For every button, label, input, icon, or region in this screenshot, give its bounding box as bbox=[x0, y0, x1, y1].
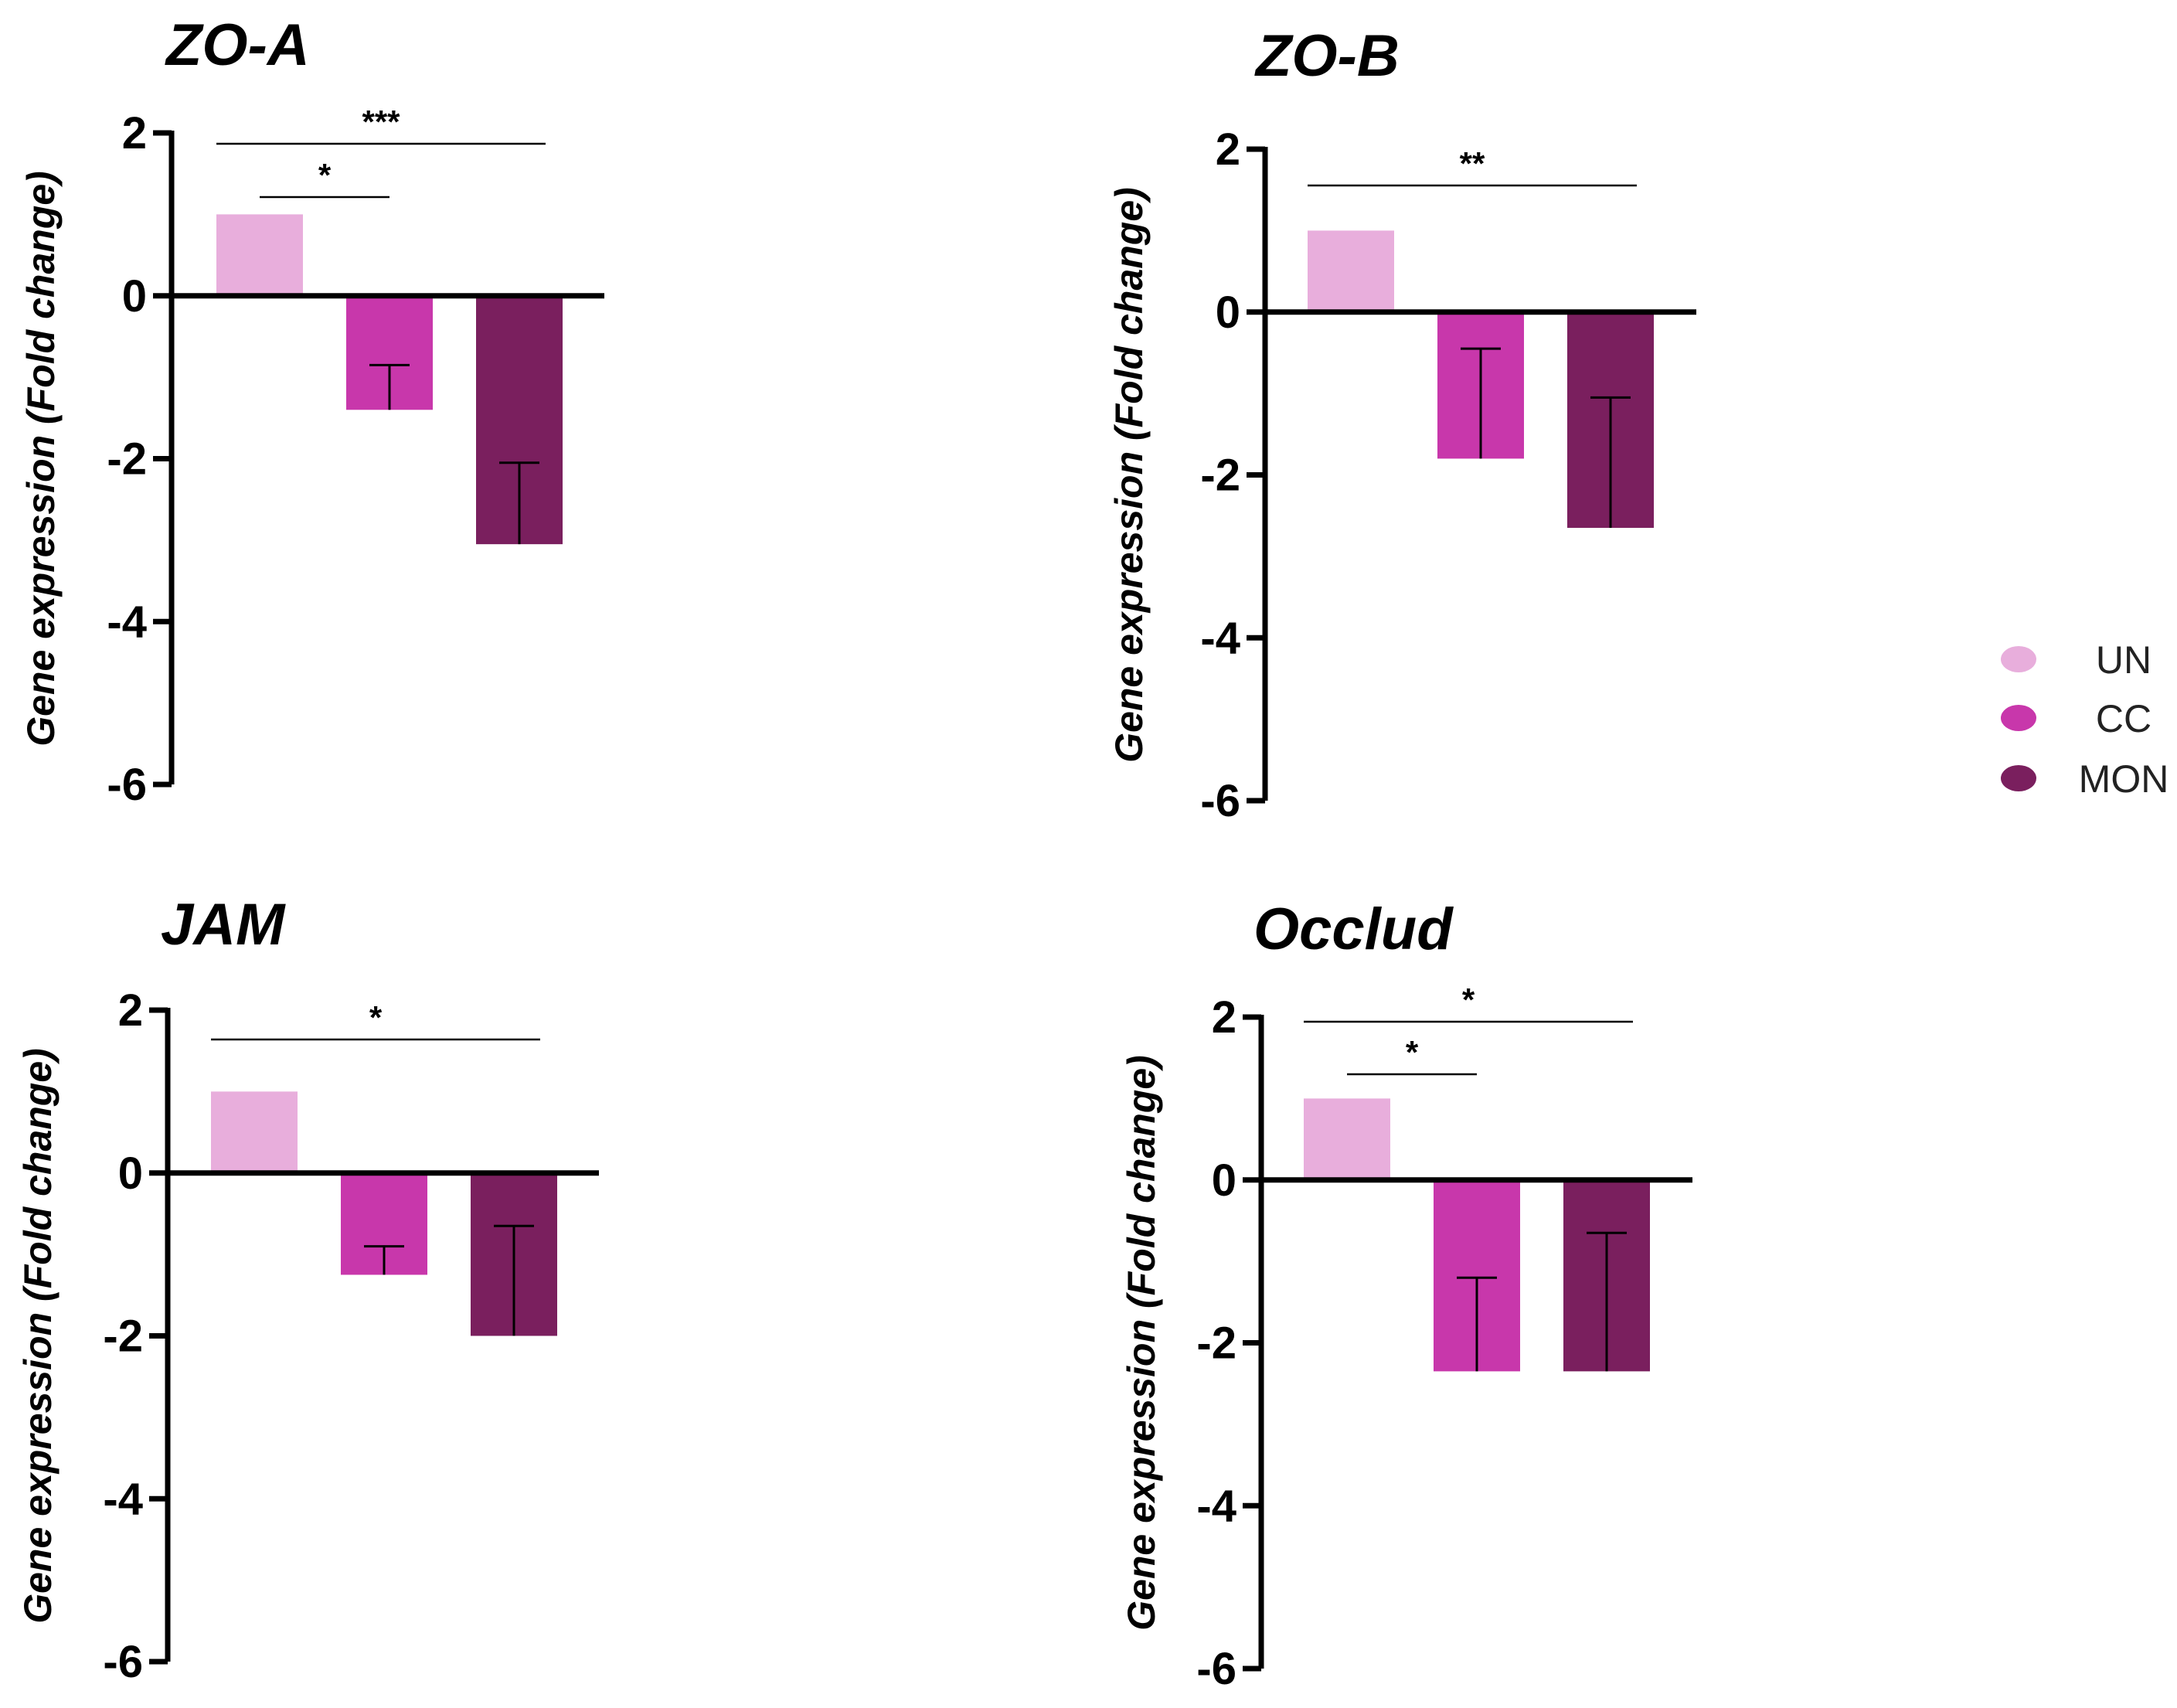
bar-un bbox=[1308, 230, 1394, 312]
y-tick-label: 0 bbox=[118, 1148, 143, 1199]
y-tick-label: -2 bbox=[1200, 451, 1240, 501]
legend-item-un: UN bbox=[2001, 638, 2151, 682]
y-tick-label: -4 bbox=[1196, 1481, 1236, 1531]
chart-panels: ZO-A Gene expression (Fold change) 2 0 -2 -4 -… bbox=[16, 12, 1696, 1694]
legend-swatch bbox=[2001, 765, 2036, 791]
legend-swatch bbox=[2001, 705, 2036, 731]
y-tick-label: 0 bbox=[1216, 288, 1240, 338]
significance-label: * bbox=[318, 157, 332, 193]
y-tick-label: -2 bbox=[103, 1312, 143, 1362]
chart-title: JAM bbox=[161, 892, 286, 958]
bar-un bbox=[211, 1091, 298, 1173]
y-tick-label: -2 bbox=[107, 434, 147, 485]
significance-label: * bbox=[1462, 982, 1475, 1018]
significance-label: ** bbox=[1460, 145, 1485, 182]
significance-label: * bbox=[369, 999, 383, 1036]
legend-item-cc: CC bbox=[2001, 697, 2151, 740]
legend-label: UN bbox=[2096, 638, 2151, 682]
y-tick-label: -6 bbox=[103, 1637, 143, 1687]
y-axis-label: Gene expression (Fold change) bbox=[1107, 187, 1151, 763]
y-tick-label: 2 bbox=[118, 985, 143, 1036]
legend-swatch bbox=[2001, 646, 2036, 672]
significance-label: *** bbox=[362, 104, 400, 140]
chart-panel-3: JAM Gene expression (Fold change) 2 0 -2 -4 -6… bbox=[16, 892, 599, 1687]
y-tick-label: 2 bbox=[1212, 992, 1236, 1043]
y-tick-label: 0 bbox=[1212, 1155, 1236, 1206]
y-tick-label: -4 bbox=[103, 1474, 143, 1524]
legend-label: CC bbox=[2096, 697, 2151, 740]
chart-title: ZO-B bbox=[1254, 23, 1400, 89]
y-tick-label: -6 bbox=[107, 760, 147, 810]
bar-un bbox=[216, 214, 303, 296]
legend-label: MON bbox=[2079, 757, 2169, 801]
legend-item-mon: MON bbox=[2001, 757, 2168, 801]
y-axis-label: Gene expression (Fold change) bbox=[1120, 1055, 1163, 1631]
significance-label: * bbox=[1406, 1034, 1419, 1070]
y-tick-label: -4 bbox=[1200, 613, 1240, 663]
y-tick-label: -4 bbox=[107, 597, 147, 647]
y-tick-label: 2 bbox=[1216, 124, 1240, 175]
chart-panel-4: Occlud Gene expression (Fold change) 2 0 -2 -… bbox=[1120, 897, 1692, 1694]
y-axis-label: Gene expression (Fold change) bbox=[16, 1048, 60, 1624]
chart-title: ZO-A bbox=[165, 12, 310, 78]
y-tick-label: 2 bbox=[122, 108, 147, 158]
chart-panel-1: ZO-A Gene expression (Fold change) 2 0 -2 -4 -… bbox=[19, 12, 604, 810]
y-tick-label: 0 bbox=[122, 271, 147, 322]
y-tick-label: -6 bbox=[1196, 1644, 1236, 1694]
chart-title: Occlud bbox=[1253, 897, 1454, 962]
y-tick-label: -6 bbox=[1200, 776, 1240, 826]
y-axis-label: Gene expression (Fold change) bbox=[19, 171, 63, 747]
y-tick-label: -2 bbox=[1196, 1318, 1236, 1369]
bar-un bbox=[1304, 1098, 1390, 1180]
chart-panel-2: ZO-B Gene expression (Fold change) 2 0 -2 -4 -… bbox=[1107, 23, 1696, 826]
legend: UN CC MON bbox=[2001, 638, 2168, 801]
